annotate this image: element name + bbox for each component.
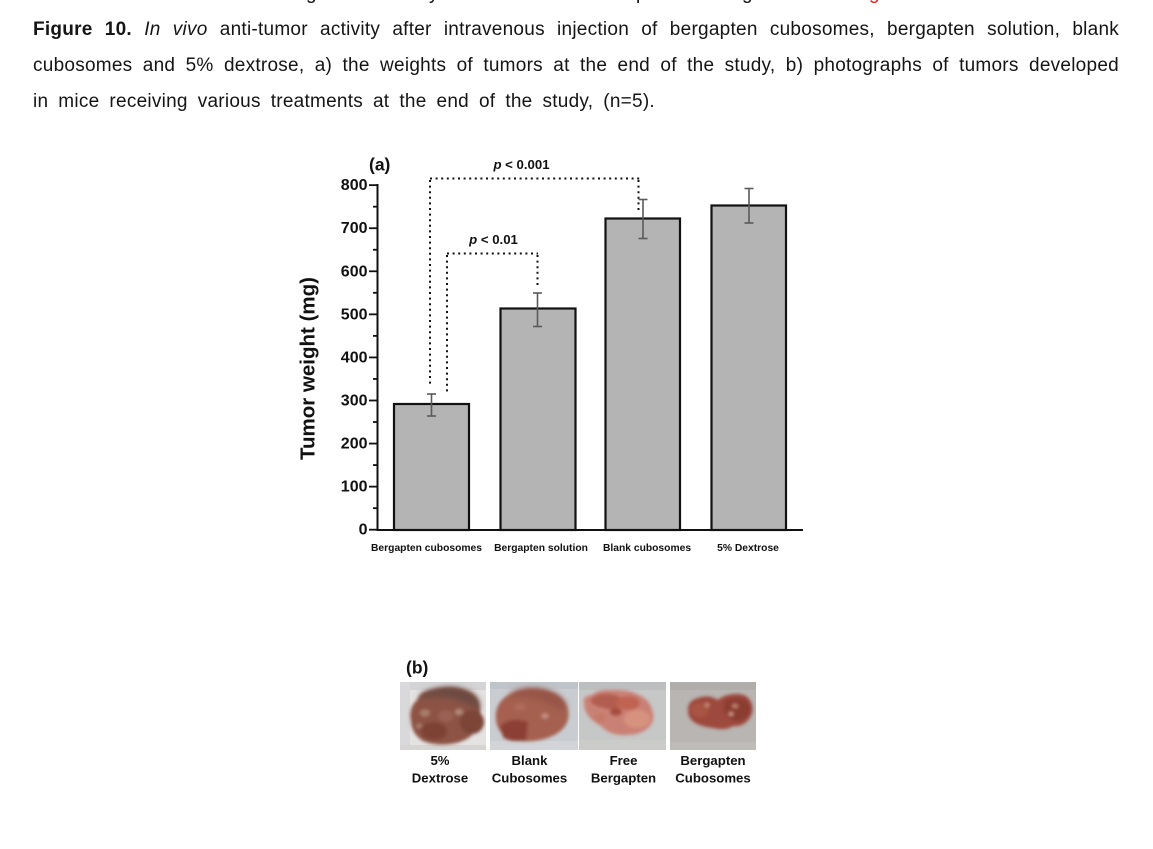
svg-text:Bergapten solution: Bergapten solution — [494, 543, 588, 554]
svg-text:Bergapten: Bergapten — [680, 753, 745, 768]
svg-text:(a): (a) — [369, 155, 390, 175]
svg-text:Bergapten: Bergapten — [591, 771, 656, 786]
svg-text:Free: Free — [610, 753, 638, 768]
svg-text:Cubosomes: Cubosomes — [675, 771, 750, 786]
svg-text:5%: 5% — [430, 753, 449, 768]
svg-text:600: 600 — [341, 263, 368, 280]
svg-text:Cubosomes: Cubosomes — [492, 771, 567, 786]
svg-text:(b): (b) — [406, 658, 428, 678]
svg-text:p < 0.01: p < 0.01 — [468, 232, 518, 247]
svg-text:200: 200 — [341, 436, 368, 453]
svg-text:5% Dextrose: 5% Dextrose — [717, 543, 779, 554]
svg-text:0: 0 — [359, 522, 368, 539]
svg-text:400: 400 — [341, 349, 368, 366]
svg-text:p < 0.001: p < 0.001 — [492, 157, 549, 172]
svg-text:800: 800 — [341, 177, 368, 194]
svg-text:300: 300 — [341, 392, 368, 409]
svg-text:Blank: Blank — [512, 753, 549, 768]
svg-text:Tumor weight (mg): Tumor weight (mg) — [297, 277, 320, 460]
svg-text:500: 500 — [341, 306, 368, 323]
svg-text:Bergapten cubosomes: Bergapten cubosomes — [371, 543, 482, 554]
svg-text:100: 100 — [341, 479, 368, 496]
svg-text:Dextrose: Dextrose — [412, 771, 468, 786]
svg-text:700: 700 — [341, 220, 368, 237]
svg-text:Blank cubosomes: Blank cubosomes — [603, 543, 691, 554]
